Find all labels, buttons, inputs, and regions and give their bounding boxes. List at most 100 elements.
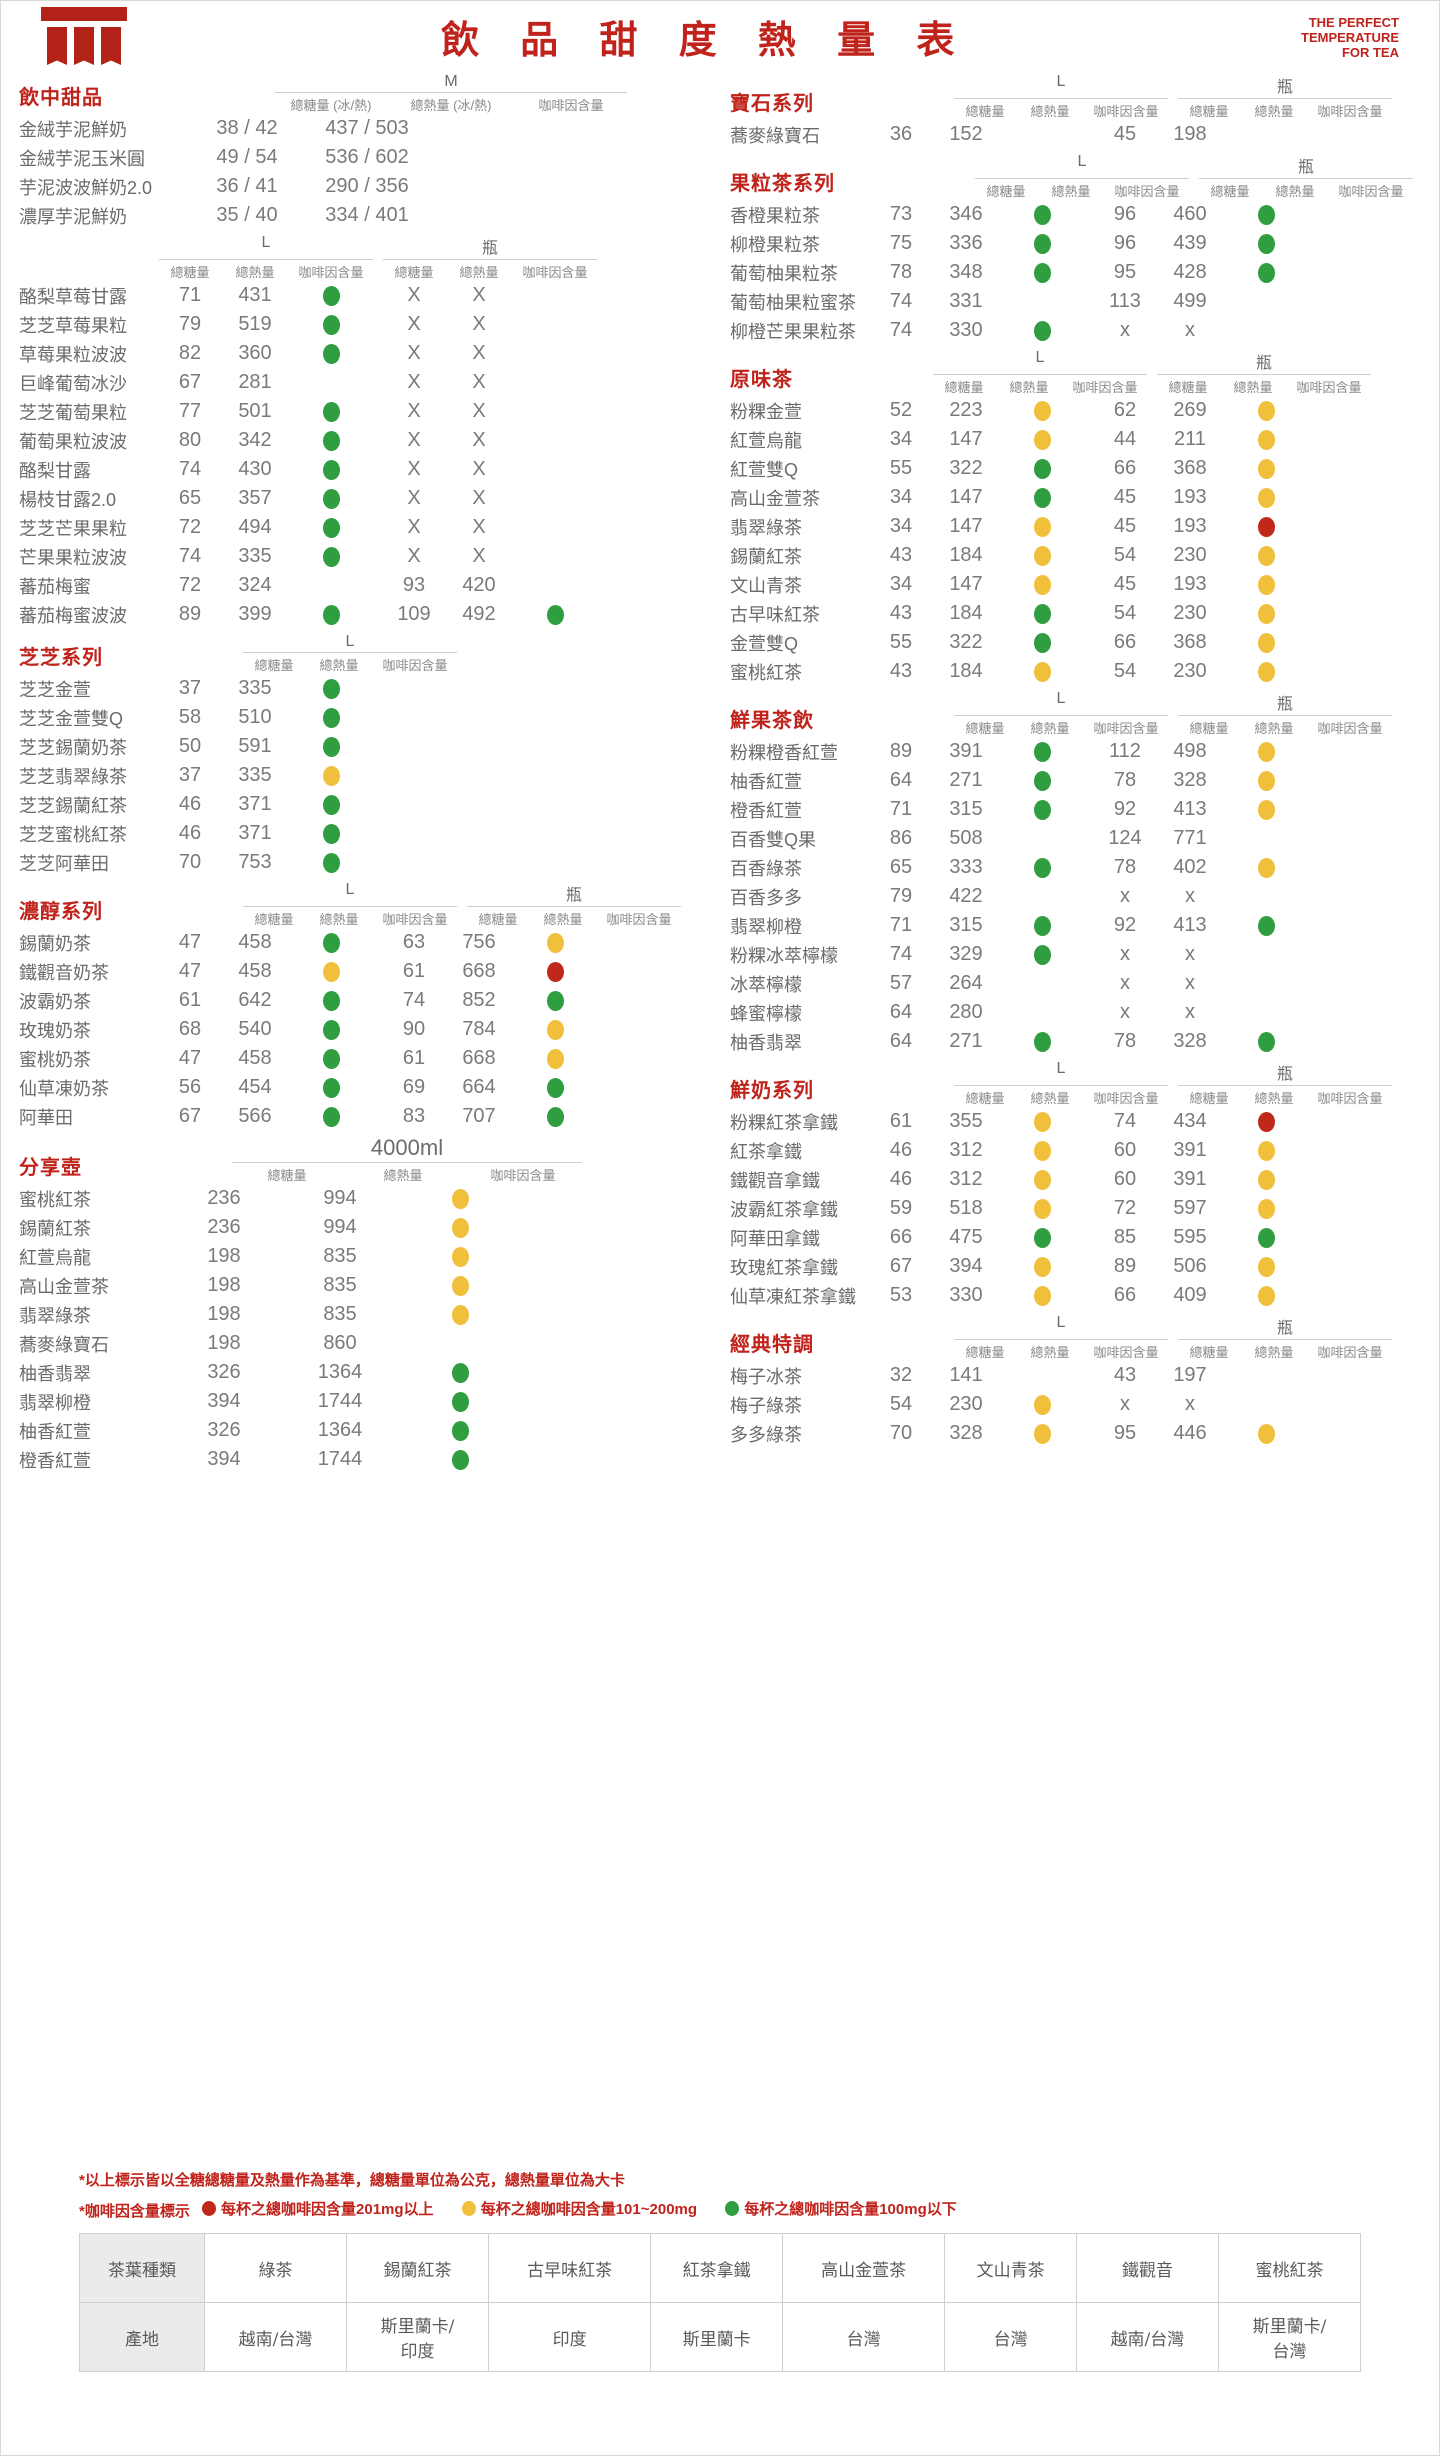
- row-caffeine-dot-l-icon: [322, 459, 340, 480]
- row-caffeine-dot-bottle-icon: [1257, 1256, 1275, 1277]
- table-row: 冰萃檸檬 57 264 x x: [730, 969, 1425, 998]
- row-sugar-l: 34: [889, 486, 913, 508]
- size-label-L: L: [954, 690, 1168, 716]
- hdr-caffeine-l: 咖啡因含量: [1093, 1345, 1159, 1360]
- section-header-plain: 原味茶 L 瓶總糖量 總熱量 咖啡因含量 總糖量 總熱量 咖啡因含量: [730, 349, 1425, 396]
- row-caffeine-dot-l: [1000, 429, 1084, 450]
- row-cal-l: 152: [949, 123, 983, 145]
- row-caffeine-dot-l: [1000, 741, 1084, 762]
- section-title-freshmilk: 鮮奶系列: [730, 1078, 814, 1102]
- row-caffeine-dot-l: [1000, 400, 1084, 421]
- table-row: 蜜桃紅茶 236 994: [19, 1184, 706, 1213]
- size-gap: [1147, 349, 1157, 375]
- hdr-caffeine-pot: 咖啡因含量: [490, 1168, 556, 1183]
- section-columns-dessert: M 總糖量 (冰/熱) 總熱量 (冰/熱) 咖啡因含量: [103, 73, 706, 114]
- row-caffeine-dot-bottle: [1224, 887, 1308, 907]
- row-cal-l: 322: [949, 631, 983, 653]
- row-cal-bottle: x: [1185, 1393, 1195, 1415]
- row-name: 葡萄果粒波波: [19, 431, 127, 452]
- row-caffeine-dot-l-icon: [322, 990, 340, 1011]
- section-header-sharepot: 分享壺 4000ml 總糖量 總熱量 咖啡因含量: [19, 1135, 706, 1184]
- row-caffeine-dot-bottle-icon: [1258, 1366, 1275, 1386]
- row-caffeine-dot-l-icon: [1033, 1140, 1051, 1161]
- hdr-spacer: [814, 1340, 954, 1361]
- row-cal-bottle: 595: [1173, 1226, 1207, 1248]
- size-label-bottle: 瓶: [1178, 1060, 1392, 1086]
- hdr-sugar-bottle: 總糖量: [478, 912, 518, 927]
- legend-green-text: 每杯之總咖啡因含量100mg以下: [744, 2201, 957, 2218]
- tea-type-cell: 文山青茶: [944, 2233, 1077, 2303]
- legend-yellow-text: 每杯之總咖啡因含量101~200mg: [480, 2201, 698, 2218]
- row-name: 橙香紅萱: [730, 800, 802, 821]
- row-sugar-l: 70: [889, 1422, 913, 1444]
- row-cal-l: 454: [238, 1076, 272, 1098]
- row-name: 高山金萱茶: [19, 1276, 109, 1297]
- row-cal-l: 335: [238, 764, 272, 786]
- row-caffeine-dot-l-icon: [1033, 944, 1051, 965]
- row-sugar-bottle: 61: [402, 1047, 426, 1069]
- row-caffeine-dot-bottle-icon: [547, 547, 564, 567]
- size-spacer: [814, 690, 954, 716]
- row-name: 翡翠綠茶: [730, 517, 802, 538]
- row-caffeine-dot-l: [289, 736, 373, 757]
- hdr-caffeine-l: 咖啡因含量: [1114, 184, 1180, 199]
- row-caffeine-dot-bottle: [1224, 1003, 1308, 1023]
- row-sugar-bottle: 93: [402, 574, 426, 596]
- row-caffeine-dot-l-icon: [1033, 857, 1051, 878]
- row-sugar-l: 80: [178, 429, 202, 451]
- tea-origin-table: 茶葉種類 綠茶 錫蘭紅茶 古早味紅茶 紅茶拿鐵 高山金萱茶 文山青茶 鐵觀音 蜜桃紅茶 產地 …: [79, 2233, 1362, 2372]
- row-caffeine-dot-l-icon: [323, 373, 340, 393]
- row-name: 芋泥波波鮮奶2.0: [19, 177, 153, 198]
- row-sugar: 35 / 40: [216, 204, 278, 226]
- row-name: 百香雙Q果: [730, 829, 817, 850]
- row-caffeine-dot-l: [1000, 944, 1084, 965]
- tagline-line-2: TEMPERATURE: [1301, 30, 1399, 45]
- size-spacer: [814, 1060, 954, 1086]
- section-header-gem: 寶石系列 L 瓶總糖量 總熱量 咖啡因含量 總糖量 總熱量 咖啡因含量: [730, 73, 1425, 120]
- row-caffeine-dot-l: [1000, 1285, 1084, 1306]
- row-cal-l: 331: [949, 290, 983, 312]
- row-sugar-bottle: 63: [402, 931, 426, 953]
- row-caffeine-dot-bottle: [513, 1048, 597, 1069]
- row-caffeine-dot-pot: [401, 1188, 519, 1209]
- hdr-cal-l: 總熱量: [1030, 1091, 1070, 1106]
- row-caffeine-dot-bottle: [1224, 661, 1308, 682]
- row-sugar-l: 64: [889, 769, 913, 791]
- header-row-dessert: 總糖量 (冰/熱) 總熱量 (冰/熱) 咖啡因含量: [103, 93, 706, 114]
- row-sugar-l: 79: [178, 313, 202, 335]
- hdr-cal-l: 總熱量: [1030, 721, 1070, 736]
- row-name: 仙草凍奶茶: [19, 1078, 109, 1099]
- section-cheese: 芝芝系列 L 總糖量 總熱量 咖啡因含量 芝芝金萱 37 335 芝芝金萱雙Q 58 510 芝芝錫蘭…: [19, 633, 706, 877]
- row-sugar-bottle: X: [407, 371, 421, 393]
- hdr-cal-bottle: 總熱量: [459, 265, 499, 280]
- row-cal: 437 / 503: [325, 117, 409, 139]
- row-name: 紅萱烏龍: [19, 1247, 91, 1268]
- row-cal-bottle: 439: [1173, 232, 1207, 254]
- row-cal-l: 348: [949, 261, 983, 283]
- table-row: 蕃茄梅蜜波波 89 399 109 492: [19, 600, 706, 629]
- row-sugar-l: 34: [889, 428, 913, 450]
- size-label-bottle: 瓶: [1178, 1314, 1392, 1340]
- row-name: 梅子綠茶: [730, 1395, 802, 1416]
- section-header-rich: 濃醇系列 L 瓶總糖量 總熱量 咖啡因含量 總糖量 總熱量 咖啡因含量: [19, 881, 706, 928]
- hdr-sugar-l: 總糖量: [254, 912, 294, 927]
- row-caffeine-dot-bottle-icon: [547, 431, 564, 451]
- row-caffeine-dot-l: [1000, 458, 1084, 479]
- header-row-cheese: 總糖量 總熱量 咖啡因含量: [103, 653, 706, 674]
- hdr-sugar-l: 總糖量: [965, 721, 1005, 736]
- row-cal-l: 501: [238, 400, 272, 422]
- row-caffeine-dot-bottle-icon: [1257, 1198, 1275, 1219]
- row-cal-bottle: 368: [1173, 457, 1207, 479]
- row-sugar-pot: 236: [207, 1187, 241, 1209]
- hdr-gap: [1168, 1086, 1178, 1107]
- row-name: 柚香紅萱: [730, 771, 802, 792]
- row-sugar-l: 54: [889, 1393, 913, 1415]
- row-sugar-pot: 236: [207, 1216, 241, 1238]
- row-caffeine-dot-pot-icon: [451, 1304, 469, 1325]
- row-sugar-l: 74: [889, 290, 913, 312]
- row-sugar-bottle: 124: [1108, 827, 1142, 849]
- row-cal-l: 324: [238, 574, 272, 596]
- hdr-caffeine-l: 咖啡因含量: [1093, 104, 1159, 119]
- size-label-L: L: [954, 1060, 1168, 1086]
